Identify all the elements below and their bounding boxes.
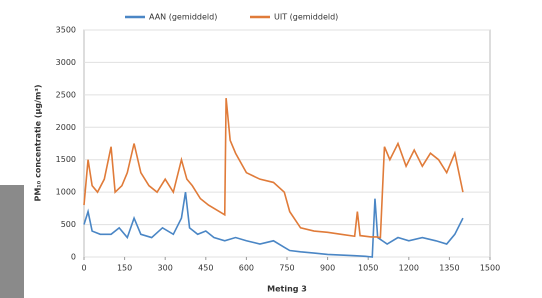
y-tick-label: 1000 xyxy=(56,188,76,197)
chart: PM₁₀ concentratie (µg/m³) Meting 3 0 500 1… xyxy=(0,0,542,298)
legend-label: UIT (gemiddeld) xyxy=(274,13,338,22)
x-tick-label: 600 xyxy=(239,264,254,273)
y-tick-label: 500 xyxy=(61,220,76,229)
legend-label: AAN (gemiddeld) xyxy=(149,13,217,22)
x-tick-label: 900 xyxy=(320,264,335,273)
x-tick-label: 150 xyxy=(117,264,132,273)
y-tick-label: 2000 xyxy=(56,123,76,132)
y-tick-label: 2500 xyxy=(56,90,76,99)
plot-frame xyxy=(84,30,490,257)
y-tick-label: 3500 xyxy=(56,26,76,35)
x-tick-label: 450 xyxy=(198,264,213,273)
x-axis-label: Meting 3 xyxy=(267,285,307,294)
x-tick-label: 1200 xyxy=(399,264,419,273)
y-axis-label: PM₁₀ concentratie (µg/m³) xyxy=(34,84,43,201)
photo-fragment xyxy=(0,185,24,298)
x-tick-label: 1350 xyxy=(439,264,459,273)
x-tick-label: 1050 xyxy=(358,264,378,273)
y-tick-label: 3000 xyxy=(56,58,76,67)
y-tick-label: 0 xyxy=(71,253,76,262)
y-tick-label: 1500 xyxy=(56,155,76,164)
series-line xyxy=(84,98,463,237)
x-tick-label: 0 xyxy=(81,264,86,273)
x-tick-label: 750 xyxy=(279,264,294,273)
x-tick-label: 1500 xyxy=(480,264,500,273)
x-tick-label: 300 xyxy=(158,264,173,273)
